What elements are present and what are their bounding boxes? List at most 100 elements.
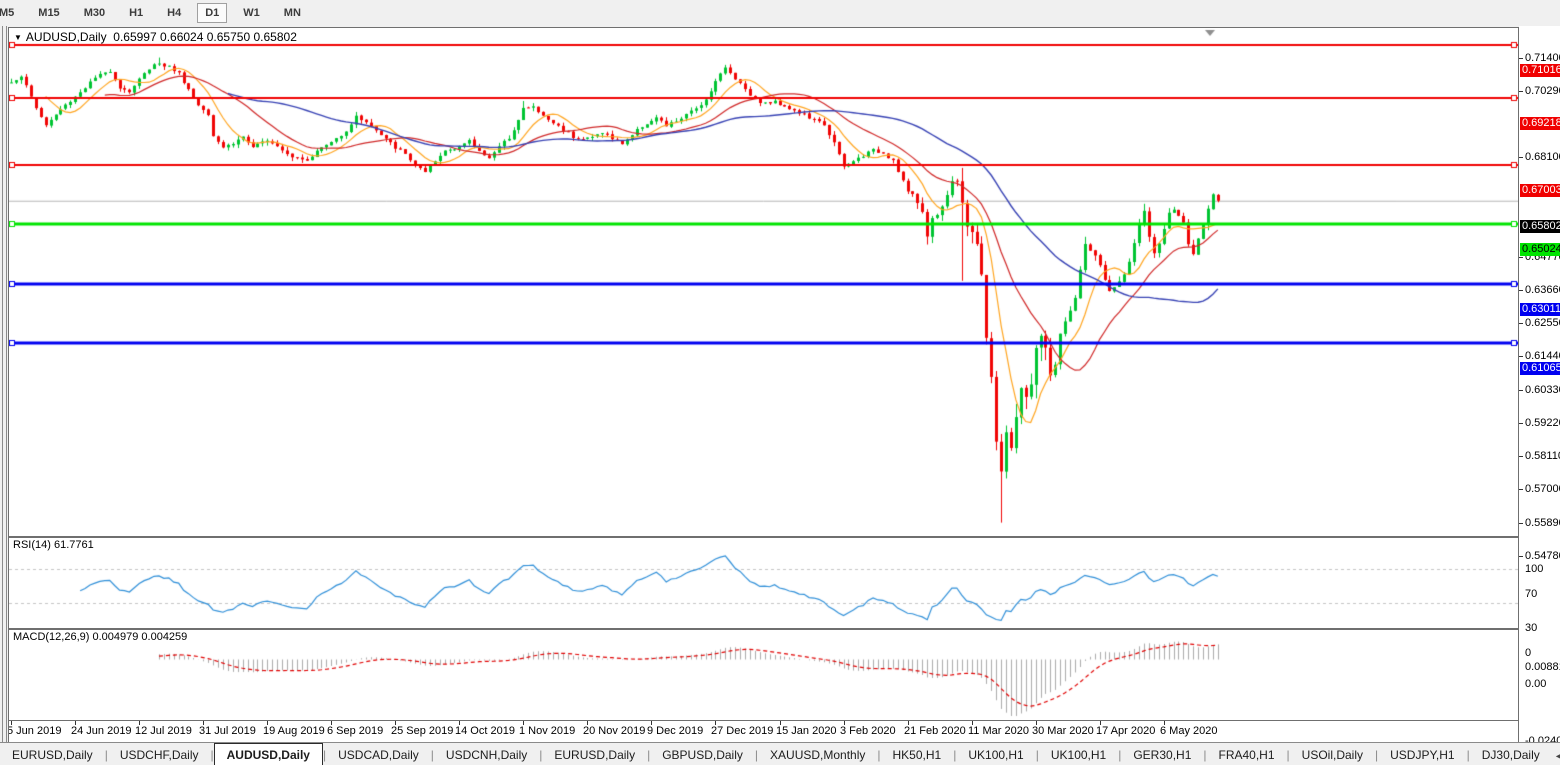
timeframe-button-h1[interactable]: H1 xyxy=(129,7,144,19)
axis-tick xyxy=(1519,489,1523,490)
date-tick xyxy=(651,721,652,725)
macd-canvas[interactable] xyxy=(9,630,1518,720)
symbol-tab-fra40-h1[interactable]: FRA40,H1 xyxy=(1218,748,1275,762)
timeframe-button-m5[interactable]: M5 xyxy=(0,7,15,19)
ohlc-open: 0.65997 xyxy=(113,30,157,44)
symbol-tab-ger30-h1[interactable]: GER30,H1 xyxy=(1133,748,1192,762)
timeframe-button-h4[interactable]: H4 xyxy=(167,7,182,19)
date-tick xyxy=(1100,721,1101,725)
date-tick xyxy=(203,721,204,725)
price-axis[interactable]: 0.714000.702900.681000.647700.636600.625… xyxy=(1519,26,1560,742)
price-line-label: 0.71016 xyxy=(1520,64,1560,77)
symbol-tab-usoil-daily[interactable]: USOil,Daily xyxy=(1301,748,1363,762)
date-tick xyxy=(11,721,12,725)
date-label: 19 Aug 2019 xyxy=(263,725,325,737)
date-tick xyxy=(1164,721,1165,725)
symbol-tab-usdcnh-daily[interactable]: USDCNH,Daily xyxy=(445,748,528,762)
symbol-tab-bar: EURUSD,Daily | USDCHF,Daily | AUDUSD,Daily | U… xyxy=(0,742,1560,765)
rsi-tick-label: 0 xyxy=(1525,647,1532,659)
macd-indicator-panel: MACD(12,26,9) 0.004979 0.004259 xyxy=(8,629,1519,721)
date-label: 5 Jun 2019 xyxy=(8,725,62,737)
axis-tick xyxy=(1519,556,1523,557)
symbol-tab-eurusd-daily[interactable]: EURUSD,Daily xyxy=(554,748,636,762)
tab-scroll-left-icon[interactable]: ◂ xyxy=(1556,751,1560,762)
rsi-tick-label: 100 xyxy=(1525,563,1544,575)
date-label: 9 Dec 2019 xyxy=(647,725,704,737)
timeframe-button-m30[interactable]: M30 xyxy=(83,7,106,19)
symbol-tab-gbpusd-daily[interactable]: GBPUSD,Daily xyxy=(662,748,743,762)
date-label: 3 Feb 2020 xyxy=(840,725,896,737)
date-label: 6 May 2020 xyxy=(1160,725,1218,737)
macd-tick-label: 0.008815 xyxy=(1525,661,1560,673)
tab-separator: | xyxy=(430,748,434,762)
ohlc-close: 0.65802 xyxy=(253,30,297,44)
date-label: 14 Oct 2019 xyxy=(455,725,515,737)
timeframe-button-w1[interactable]: W1 xyxy=(243,7,260,19)
axis-tick xyxy=(1519,290,1523,291)
tab-separator: | xyxy=(647,748,651,762)
date-label: 11 Mar 2020 xyxy=(968,725,1029,737)
timeframe-button-d1[interactable]: D1 xyxy=(197,3,228,23)
symbol-tab-uk100-h1[interactable]: UK100,H1 xyxy=(968,748,1024,762)
rsi-header: RSI(14) 61.7761 xyxy=(13,539,94,551)
tab-separator: | xyxy=(877,748,881,762)
date-tick xyxy=(523,721,524,725)
axis-tick xyxy=(1519,157,1523,158)
date-label: 25 Sep 2019 xyxy=(391,725,454,737)
date-label: 17 Apr 2020 xyxy=(1096,725,1156,737)
tab-separator: | xyxy=(953,748,957,762)
date-tick xyxy=(780,721,781,725)
symbol-dropdown-icon[interactable]: ▼ xyxy=(14,33,22,42)
date-label: 6 Sep 2019 xyxy=(327,725,384,737)
date-label: 12 Jul 2019 xyxy=(135,725,192,737)
symbol-tab-xauusd-monthly[interactable]: XAUUSD,Monthly xyxy=(770,748,866,762)
date-tick xyxy=(395,721,396,725)
symbol-tab-eurusd-daily[interactable]: EURUSD,Daily xyxy=(12,748,93,762)
axis-tick xyxy=(1519,390,1523,391)
symbol-tab-uk100-h1[interactable]: UK100,H1 xyxy=(1050,748,1107,762)
timeframe-toolbar: M5 M15 M30 H1 H4 D1 W1 MN xyxy=(0,0,1560,27)
symbol-tab-dj30-daily[interactable]: DJ30,Daily xyxy=(1481,748,1540,762)
rsi-tick-label: 70 xyxy=(1525,588,1538,600)
tab-separator: | xyxy=(322,748,327,762)
symbol-tab-usdcad-daily[interactable]: USDCAD,Daily xyxy=(338,748,419,762)
date-tick xyxy=(1036,721,1037,725)
price-line-label: 0.65024 xyxy=(1520,243,1560,256)
date-tick xyxy=(75,721,76,725)
symbol-tab-hk50-h1[interactable]: HK50,H1 xyxy=(892,748,942,762)
date-label: 31 Jul 2019 xyxy=(199,725,256,737)
symbol-tab-usdchf-daily[interactable]: USDCHF,Daily xyxy=(119,748,199,762)
ohlc-high: 0.66024 xyxy=(160,30,204,44)
tab-separator: | xyxy=(1118,748,1122,762)
main-chart-panel: ▼ AUDUSD,Daily 0.65997 0.66024 0.65750 0.… xyxy=(8,27,1519,537)
date-label: 21 Feb 2020 xyxy=(904,725,966,737)
tab-separator: | xyxy=(104,748,108,762)
symbol-tab-audusd-daily[interactable]: AUDUSD,Daily xyxy=(213,743,323,765)
tab-separator: | xyxy=(1375,748,1379,762)
main-chart-canvas[interactable] xyxy=(9,28,1518,536)
price-line-label: 0.65802 xyxy=(1520,220,1560,233)
timeframe-button-m15[interactable]: M15 xyxy=(38,7,60,19)
date-axis[interactable]: 5 Jun 2019 24 Jun 2019 12 Jul 2019 31 Jul 2… xyxy=(8,721,1519,742)
axis-tick xyxy=(1519,423,1523,424)
axis-tick xyxy=(1519,91,1523,92)
date-label: 27 Dec 2019 xyxy=(711,725,774,737)
date-tick xyxy=(844,721,845,725)
date-tick xyxy=(715,721,716,725)
timeframe-button-mn[interactable]: MN xyxy=(283,7,301,19)
window-left-frame xyxy=(0,26,8,742)
rsi-indicator-panel: RSI(14) 61.7761 xyxy=(8,537,1519,629)
symbol-tab-usdjpy-h1[interactable]: USDJPY,H1 xyxy=(1390,748,1455,762)
date-label: 20 Nov 2019 xyxy=(583,725,646,737)
price-line-label: 0.63011 xyxy=(1520,303,1560,316)
rsi-canvas[interactable] xyxy=(9,538,1518,628)
axis-tick xyxy=(1519,257,1523,258)
date-tick xyxy=(139,721,140,725)
